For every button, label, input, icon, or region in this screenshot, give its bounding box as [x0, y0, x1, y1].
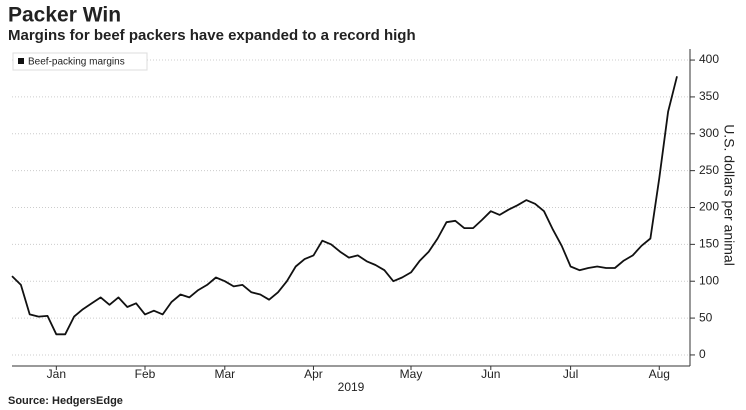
- x-tick-label: Apr: [304, 367, 323, 381]
- x-tick-label: Jun: [481, 367, 500, 381]
- y-tick-label: 150: [699, 237, 719, 251]
- x-tick-label: Feb: [135, 367, 156, 381]
- y-tick-label: 400: [699, 52, 719, 66]
- x-tick-label: May: [400, 367, 423, 381]
- x-tick-label: Mar: [214, 367, 235, 381]
- legend-box: [12, 52, 148, 71]
- y-tick-label: 0: [699, 347, 706, 361]
- y-tick-label: 250: [699, 163, 719, 177]
- chart-subtitle: Margins for beef packers have expanded t…: [8, 27, 416, 44]
- data-line: [11, 76, 678, 336]
- y-tick-label: 50: [699, 310, 713, 324]
- y-axis-label: U.S. dollars per animal: [721, 124, 737, 266]
- legend-swatch: [18, 58, 24, 64]
- x-tick-label: Jul: [563, 367, 578, 381]
- chart-title: Packer Win: [8, 4, 121, 27]
- y-tick-label: 200: [699, 200, 719, 214]
- legend-label: Beef-packing margins: [28, 57, 125, 68]
- y-tick-label: 350: [699, 89, 719, 103]
- x-tick-label: Aug: [649, 367, 670, 381]
- y-tick-label: 100: [699, 273, 719, 287]
- x-tick-label: Jan: [47, 367, 66, 381]
- source: Source: HedgersEdge: [8, 395, 123, 407]
- x-axis-year: 2019: [338, 380, 365, 394]
- y-tick-label: 300: [699, 126, 719, 140]
